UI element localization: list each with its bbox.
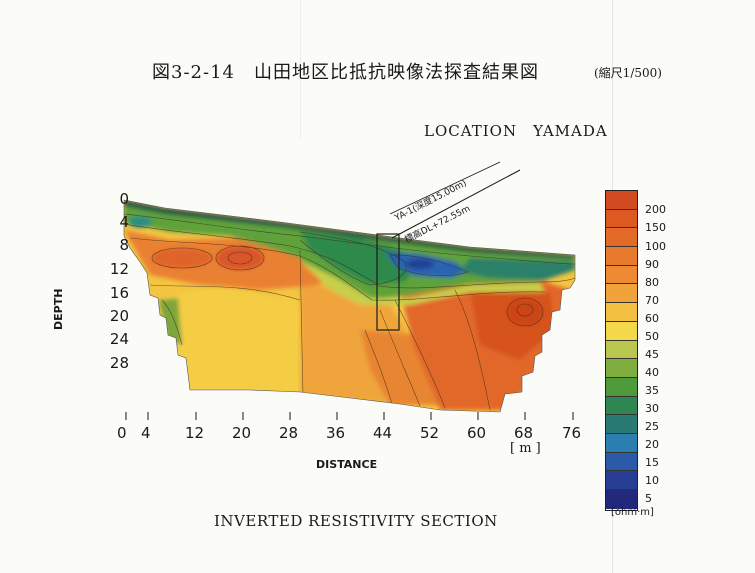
section-fill — [124, 200, 575, 412]
x-tick: 0 — [117, 424, 127, 442]
colorbar-label: 25 — [645, 420, 659, 433]
x-tick: 60 — [467, 424, 487, 442]
section-caption: INVERTED RESISTIVITY SECTION — [214, 512, 498, 530]
colorbar-label: 150 — [645, 221, 666, 234]
colorbar-label: 70 — [645, 294, 659, 307]
colorbar-unit: [ohm·m] — [611, 507, 654, 518]
colorbar-label: 80 — [645, 276, 659, 289]
x-tick: 52 — [420, 424, 440, 442]
colorbar-swatch — [606, 452, 637, 472]
colorbar-label: 20 — [645, 438, 659, 451]
colorbar-swatch — [606, 321, 637, 341]
colorbar — [605, 190, 638, 511]
colorbar-label: 45 — [645, 348, 659, 361]
colorbar-label: 15 — [645, 456, 659, 469]
annotation-leader — [391, 169, 521, 239]
colorbar-swatch — [606, 340, 637, 360]
colorbar-label: 10 — [645, 474, 659, 487]
colorbar-swatch — [606, 359, 637, 378]
figure-title: 図3-2-14 山田地区比抵抗映像法探査結果図 — [152, 62, 539, 83]
x-tick: 12 — [185, 424, 205, 442]
colorbar-swatch — [606, 396, 637, 416]
colorbar-swatch — [606, 265, 637, 285]
colorbar-label: 40 — [645, 366, 659, 379]
colorbar-swatch — [606, 471, 637, 490]
y-tick: 12 — [109, 260, 129, 278]
section-outline — [123, 199, 576, 413]
y-tick: 0 — [119, 190, 129, 208]
y-tick: 28 — [109, 354, 129, 372]
x-tick: 4 — [141, 424, 151, 442]
colorbar-label: 60 — [645, 312, 659, 325]
x-tick: 20 — [232, 424, 252, 442]
colorbar-swatch — [606, 247, 637, 266]
x-axis-unit: [ m ] — [510, 441, 541, 456]
x-tick: 28 — [279, 424, 299, 442]
y-tick: 8 — [119, 236, 129, 254]
colorbar-label: 200 — [645, 203, 666, 216]
colorbar-label: 100 — [645, 240, 666, 253]
colorbar-swatch — [606, 228, 637, 248]
colorbar-swatch — [606, 490, 637, 509]
colorbar-label: 50 — [645, 330, 659, 343]
colorbar-swatch — [606, 415, 637, 434]
borehole-marker — [376, 233, 400, 331]
y-tick: 4 — [119, 213, 129, 231]
x-tick: 36 — [326, 424, 346, 442]
colorbar-label: 5 — [645, 492, 652, 505]
x-axis-label: DISTANCE — [316, 458, 378, 471]
colorbar-label: 90 — [645, 258, 659, 271]
x-tick: 44 — [373, 424, 393, 442]
colorbar-label: 35 — [645, 384, 659, 397]
y-tick: 16 — [109, 284, 129, 302]
x-tick: 68 — [514, 424, 534, 442]
colorbar-swatch — [606, 209, 637, 229]
x-tick: 76 — [562, 424, 582, 442]
y-tick: 20 — [109, 307, 129, 325]
colorbar-swatch — [606, 191, 637, 210]
colorbar-swatch — [606, 433, 637, 453]
annotation-leader-2 — [389, 161, 501, 215]
colorbar-label: 30 — [645, 402, 659, 415]
y-tick: 24 — [109, 330, 129, 348]
colorbar-swatch — [606, 303, 637, 322]
x-axis-ticks — [125, 412, 574, 420]
scan-fold-line-2 — [300, 0, 301, 140]
location-label: LOCATION YAMADA — [424, 122, 608, 140]
colorbar-swatch — [606, 284, 637, 304]
y-axis-label: DEPTH — [52, 288, 65, 330]
colorbar-swatch — [606, 377, 637, 397]
scale-note: (縮尺1/500) — [594, 66, 662, 80]
